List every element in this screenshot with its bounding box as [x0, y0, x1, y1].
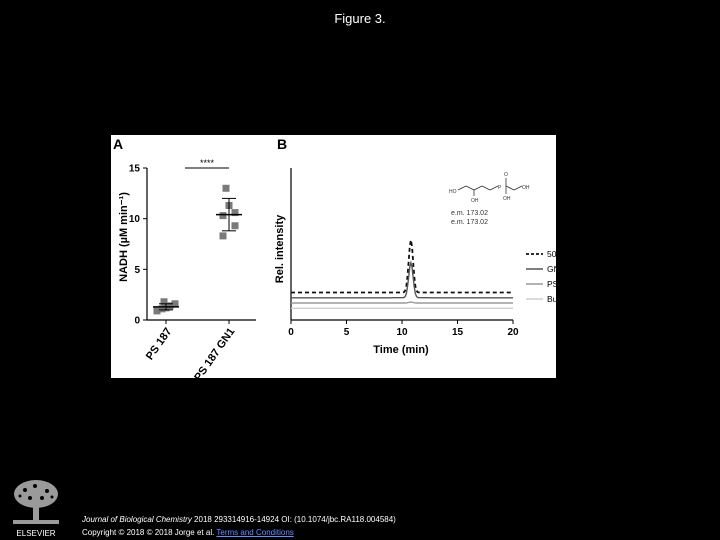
- legend-entry: Buffer: [547, 294, 556, 304]
- mass-annotation-2: e.m. 173.02: [451, 219, 488, 226]
- data-point: [160, 298, 168, 306]
- panel-b-label: B: [277, 136, 287, 152]
- structure-atom-oh-3: OH: [522, 185, 530, 191]
- panel-b-x-tick-label: 0: [288, 327, 294, 338]
- data-point: [166, 302, 174, 310]
- data-point: [231, 209, 239, 217]
- panel-a-y-tick-label: 15: [129, 164, 141, 175]
- journal-name: Journal of Biological Chemistry: [82, 515, 192, 524]
- panel-b-x-axis-label: Time (min): [373, 344, 429, 356]
- panel-b-y-axis-label: Rel. intensity: [274, 214, 286, 283]
- panel-a-y-tick-label: 0: [134, 316, 140, 327]
- data-point: [219, 232, 227, 240]
- citation-details: 2018 293314916-14924 OI: (10.1074/jbc.RA…: [191, 515, 396, 524]
- panel-a-x-tick-label: PS 187: [144, 326, 175, 362]
- terms-and-conditions-link[interactable]: Terms and Conditions: [216, 528, 294, 537]
- panel-a-x-tick-label: PS 187 GN1: [192, 326, 237, 378]
- panel-b: B Rel. intensity 0 5 10 15 20 Time (min) HO: [274, 136, 556, 356]
- data-point: [219, 212, 227, 220]
- data-point: [171, 300, 179, 308]
- mass-annotation-1: e.m. 173.02: [451, 210, 488, 217]
- panel-b-x-tick-label: 15: [452, 327, 464, 338]
- legend-entry: 50 mM GroP: [547, 249, 556, 259]
- structure-atom-o: O: [504, 172, 508, 178]
- elsevier-logo: ELSEVIER: [5, 476, 67, 538]
- panel-a: A NADH (µM min⁻¹) 0 5 10 15 PS 187 PS 187 GN…: [113, 136, 256, 378]
- series-line: [291, 301, 513, 304]
- figure-panel: A NADH (µM min⁻¹) 0 5 10 15 PS 187 PS 187 GN…: [111, 135, 556, 378]
- copyright-text: Copyright © 2018 © 2018 Jorge et al.: [82, 528, 217, 537]
- citation-line: Journal of Biological Chemistry 2018 293…: [82, 515, 396, 524]
- data-point: [153, 307, 161, 315]
- elsevier-logo-text: ELSEVIER: [16, 529, 55, 538]
- panel-b-x-tick-label: 5: [344, 327, 350, 338]
- series-line: [291, 260, 513, 299]
- legend-entry: GN1: [547, 264, 556, 274]
- panel-a-y-tick-label: 5: [134, 265, 140, 276]
- chemical-structure-drawing: [457, 178, 523, 196]
- panel-b-x-tick-label: 10: [396, 327, 408, 338]
- panel-b-x-tick-label: 20: [507, 327, 519, 338]
- data-point: [231, 222, 239, 230]
- panel-a-y-axis-label: NADH (µM min⁻¹): [118, 192, 130, 282]
- structure-atom-ho: HO: [449, 189, 457, 195]
- slide-title: Figure 3.: [334, 11, 386, 26]
- data-point: [222, 184, 230, 192]
- copyright-line: Copyright © 2018 © 2018 Jorge et al. Ter…: [82, 528, 294, 537]
- significance-label: ****: [200, 158, 215, 168]
- panel-a-label: A: [113, 136, 123, 152]
- series-line: [291, 239, 513, 294]
- figure-svg: A NADH (µM min⁻¹) 0 5 10 15 PS 187 PS 187 GN…: [113, 136, 556, 378]
- data-point: [158, 305, 166, 313]
- structure-atom-oh-1: OH: [471, 198, 479, 204]
- structure-atom-oh-2: OH: [503, 196, 511, 202]
- structure-atom-p: P: [498, 185, 502, 191]
- panel-a-y-tick-label: 10: [129, 214, 141, 225]
